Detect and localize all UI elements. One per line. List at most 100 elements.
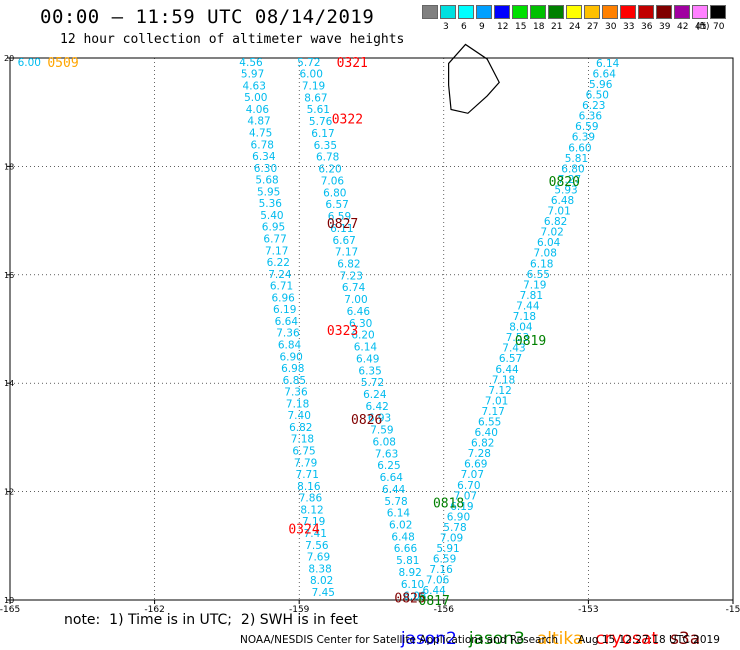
wave-height-label: 7.01: [485, 395, 508, 407]
wave-height-label: 5.97: [241, 69, 264, 81]
pass-time-label: 0817: [419, 594, 450, 609]
wave-height-label: 6.57: [499, 353, 522, 365]
wave-height-label: 6.82: [471, 438, 494, 450]
wave-height-label: 6.08: [403, 591, 426, 603]
wave-height-label: 6.75: [292, 446, 315, 458]
legend-swatch-label: 12: [497, 22, 509, 32]
wave-height-label: 5.78: [443, 522, 466, 534]
pass-time-label: 0820: [549, 175, 580, 190]
wave-height-label: 6.42: [365, 401, 388, 413]
pass-time-label: 0323: [327, 324, 358, 339]
wave-height-label: 7.24: [268, 269, 292, 281]
wave-height-label: 5.78: [384, 496, 407, 508]
wave-height-label: 6.64: [593, 68, 617, 80]
wave-height-label: 8.02: [310, 575, 333, 587]
wave-height-label: 7.18: [492, 374, 515, 386]
wave-height-label: 6.30: [349, 318, 372, 330]
wave-height-label: 7.53: [506, 332, 529, 344]
wave-height-label: 6.34: [252, 151, 276, 163]
wave-height-label: 5.72: [361, 377, 384, 389]
wave-height-label: 6.80: [323, 187, 346, 199]
wave-height-label: 6.19: [273, 304, 296, 316]
wave-height-label: 6.93: [368, 413, 391, 425]
wave-height-label: 7.06: [321, 175, 345, 187]
y-tick-label: 10: [4, 596, 14, 605]
wave-height-label: 7.07: [454, 490, 477, 502]
wave-height-label: 6.59: [433, 554, 456, 566]
legend-swatch: [692, 5, 708, 19]
legend-unit-label: (ft): [696, 22, 710, 32]
legend-swatch-label: 39: [659, 22, 671, 32]
wave-height-label: 6.59: [328, 211, 351, 223]
wave-height-label: 8.38: [308, 563, 331, 575]
wave-height-label: 5.61: [307, 104, 330, 116]
wave-height-label: 6.46: [347, 306, 371, 318]
legend-swatch: [530, 5, 546, 19]
pass-time-label: 0827: [327, 217, 358, 232]
legend-swatch: [710, 5, 726, 19]
wave-height-label: 6.23: [582, 100, 605, 112]
wave-height-label: 6.44: [422, 585, 446, 597]
legend-swatch-label: 9: [479, 22, 485, 32]
legend-swatch: [458, 5, 474, 19]
wave-height-label: 5.68: [255, 175, 278, 187]
wave-height-label: 7.00: [344, 294, 367, 306]
wave-height-label: 6.49: [356, 353, 379, 365]
y-tick-label: 12: [4, 488, 14, 497]
legend-swatch-label: 45: [695, 22, 707, 32]
wave-height-label: 6.95: [262, 222, 285, 234]
wave-height-label: 6.40: [475, 427, 498, 439]
wave-height-label: 6.14: [596, 58, 620, 70]
pass-time-label: 0321: [337, 56, 368, 71]
wave-height-label: 7.56: [305, 540, 329, 552]
footnote: note: 1) Time is in UTC; 2) SWH is in fe…: [64, 612, 358, 628]
x-tick-label: -156: [434, 605, 455, 615]
wave-height-label: 5.81: [565, 153, 588, 165]
wave-height-label: 6.74: [342, 282, 366, 294]
wave-height-label: 6.48: [551, 195, 574, 207]
wave-height-label: 7.06: [426, 575, 450, 587]
wave-height-label: 6.60: [568, 142, 591, 154]
pass-time-label: 0818: [433, 496, 464, 511]
legend-swatch-label: 3: [443, 22, 449, 32]
wave-height-label: 6.44: [495, 364, 519, 376]
y-tick-label: 18: [4, 162, 14, 171]
wave-height-label: 7.28: [468, 448, 491, 460]
wave-height-label: 7.19: [523, 279, 546, 291]
wave-height-label: 6.30: [254, 163, 277, 175]
satellite-legend: jason2 jason3 altika cryosat s3a: [390, 609, 712, 649]
wave-height-label: 6.00: [18, 57, 41, 69]
wave-height-label: 6.14: [387, 508, 411, 520]
wave-height-label: 6.90: [447, 511, 470, 523]
wave-height-label: 6.55: [527, 269, 550, 281]
wave-height-label: 6.39: [572, 132, 595, 144]
pass-time-label: 0509: [47, 56, 78, 71]
pass-time-label: 0819: [515, 334, 546, 349]
wave-height-label: 6.69: [464, 459, 487, 471]
wave-height-label: 6.85: [283, 375, 306, 387]
legend-swatch: [440, 5, 456, 19]
x-tick-label: -165: [0, 605, 20, 615]
wave-height-label: 6.55: [478, 416, 501, 428]
wave-height-label: 7.16: [429, 564, 453, 576]
wave-height-label: 6.50: [586, 90, 609, 102]
legend-swatch-label: 42: [677, 22, 689, 32]
wave-height-label: 5.93: [554, 184, 577, 196]
legend-swatch-label: 6: [461, 22, 467, 32]
wave-height-label: 6.10: [401, 579, 424, 591]
satellite-jason2-label: jason2: [400, 629, 457, 649]
wave-height-label: 7.45: [312, 587, 335, 599]
wave-height-label: 5.72: [297, 57, 320, 69]
y-tick-label: 20: [4, 54, 14, 63]
wave-height-label: 5.81: [396, 555, 419, 567]
wave-height-label: 5.40: [260, 210, 283, 222]
wave-height-label: 6.00: [300, 69, 323, 81]
wave-height-label: 6.17: [311, 128, 334, 140]
y-tick-label: 14: [4, 379, 14, 388]
legend-swatch: [584, 5, 600, 19]
satellite-jason3-label: jason3: [468, 629, 525, 649]
legend-swatch: [512, 5, 528, 19]
wave-height-label: 7.17: [335, 247, 358, 259]
wave-height-label: 5.36: [259, 198, 283, 210]
